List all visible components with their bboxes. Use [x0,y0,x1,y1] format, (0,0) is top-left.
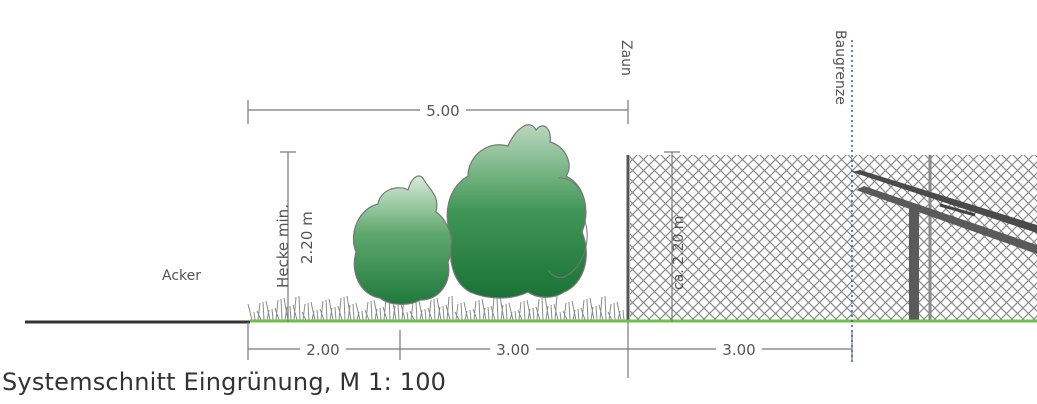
dim-bottom-b: 3.00 [496,341,529,359]
label-hecke-line1: Hecke min. [274,204,292,288]
label-acker: Acker [162,268,201,284]
label-hecke-line2: 2.20 m [298,211,316,264]
dimension-bottom [247,322,853,378]
dimension-top [247,100,629,124]
diagram-caption: Systemschnitt Eingrünung, M 1: 100 [2,368,447,396]
hedge-tree-small [352,175,453,305]
label-zaun: Zaun [618,40,634,76]
dimension-hedge-height [280,151,296,322]
fence-mesh [630,155,1037,321]
label-fence-height: ca. 2.20 m [671,216,687,290]
label-baugrenze: Baugrenze [832,30,848,105]
dim-top-total: 5.00 [426,102,459,120]
hedge-tree-large [446,124,588,299]
grass-strip [247,295,625,321]
dim-bottom-a: 2.00 [306,341,339,359]
dim-bottom-c: 3.00 [722,341,755,359]
solar-panel-structure [852,170,1037,322]
dimension-fence-height [664,151,680,322]
